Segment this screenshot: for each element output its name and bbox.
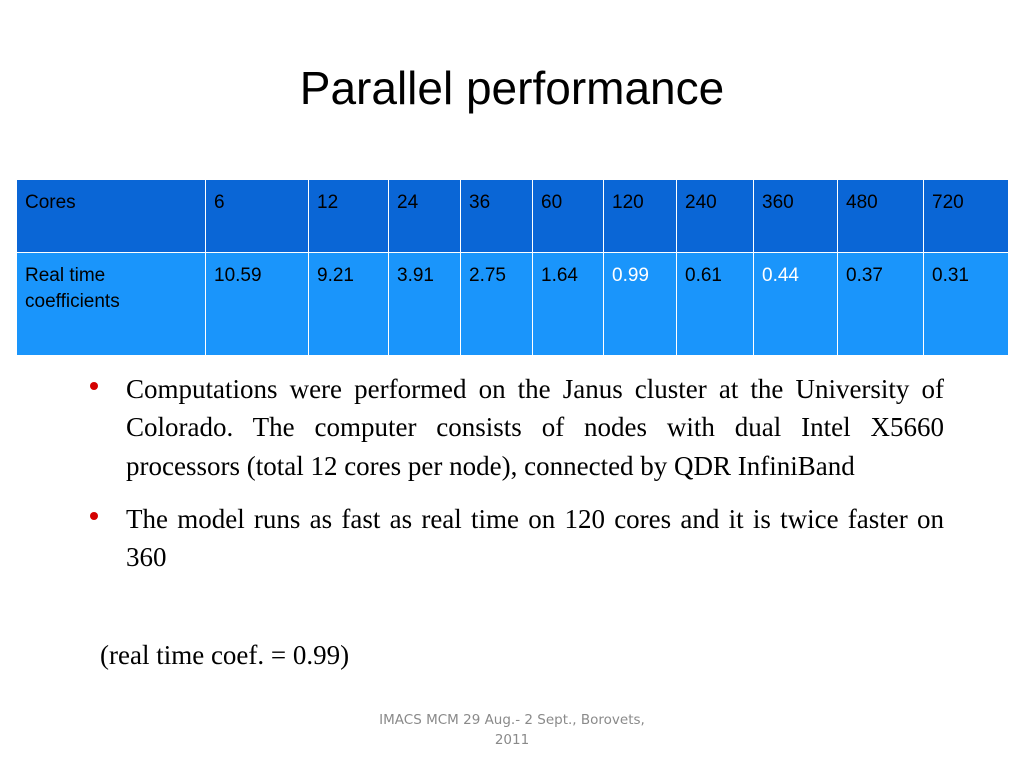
header-cell: 720	[923, 179, 1009, 253]
header-cell: 36	[460, 179, 533, 253]
header-cell: 6	[205, 179, 309, 253]
header-cell: 120	[603, 179, 677, 253]
bullet-item: The model runs as fast as real time on 1…	[88, 500, 944, 577]
table-header-row: Cores 6 12 24 36 60 120 240 360 480 720	[16, 179, 1009, 253]
table-cell: 0.37	[837, 252, 924, 356]
table-cell: 9.21	[308, 252, 389, 356]
bullet-text: The model runs as fast as real time on 1…	[126, 503, 944, 573]
header-cell: 24	[388, 179, 461, 253]
table-cell: Real time coefficients	[16, 252, 206, 356]
note-text: (real time coef. = 0.99)	[100, 640, 350, 670]
table-cell-highlighted: 0.99	[603, 252, 677, 356]
bullet-list: Computations were performed on the Janus…	[88, 370, 944, 592]
slide-title: Parallel performance	[299, 62, 725, 114]
table-cell: 2.75	[460, 252, 533, 356]
header-cell: Cores	[16, 179, 206, 253]
header-cell: 12	[308, 179, 389, 253]
table-cell: 3.91	[388, 252, 461, 356]
table-row: Real time coefficients 10.59 9.21 3.91 2…	[16, 252, 1009, 356]
header-cell: 360	[753, 179, 838, 253]
performance-table: Cores 6 12 24 36 60 120 240 360 480 720 …	[16, 179, 1009, 356]
header-cell: 480	[837, 179, 924, 253]
table-cell-highlighted: 0.44	[753, 252, 838, 356]
table-cell: 10.59	[205, 252, 309, 356]
header-cell: 240	[676, 179, 754, 253]
bullet-text: Computations were performed on the Janus…	[126, 374, 944, 481]
bullet-item: Computations were performed on the Janus…	[88, 370, 944, 485]
slide-footer: IMACS MCM 29 Aug.- 2 Sept., Borovets, 20…	[379, 712, 645, 748]
table-cell: 1.64	[532, 252, 604, 356]
bullet-dot-icon	[90, 511, 98, 520]
table-cell: 0.61	[676, 252, 754, 356]
bullet-dot-icon	[90, 382, 98, 390]
table-cell: 0.31	[923, 252, 1009, 356]
header-cell: 60	[532, 179, 604, 253]
